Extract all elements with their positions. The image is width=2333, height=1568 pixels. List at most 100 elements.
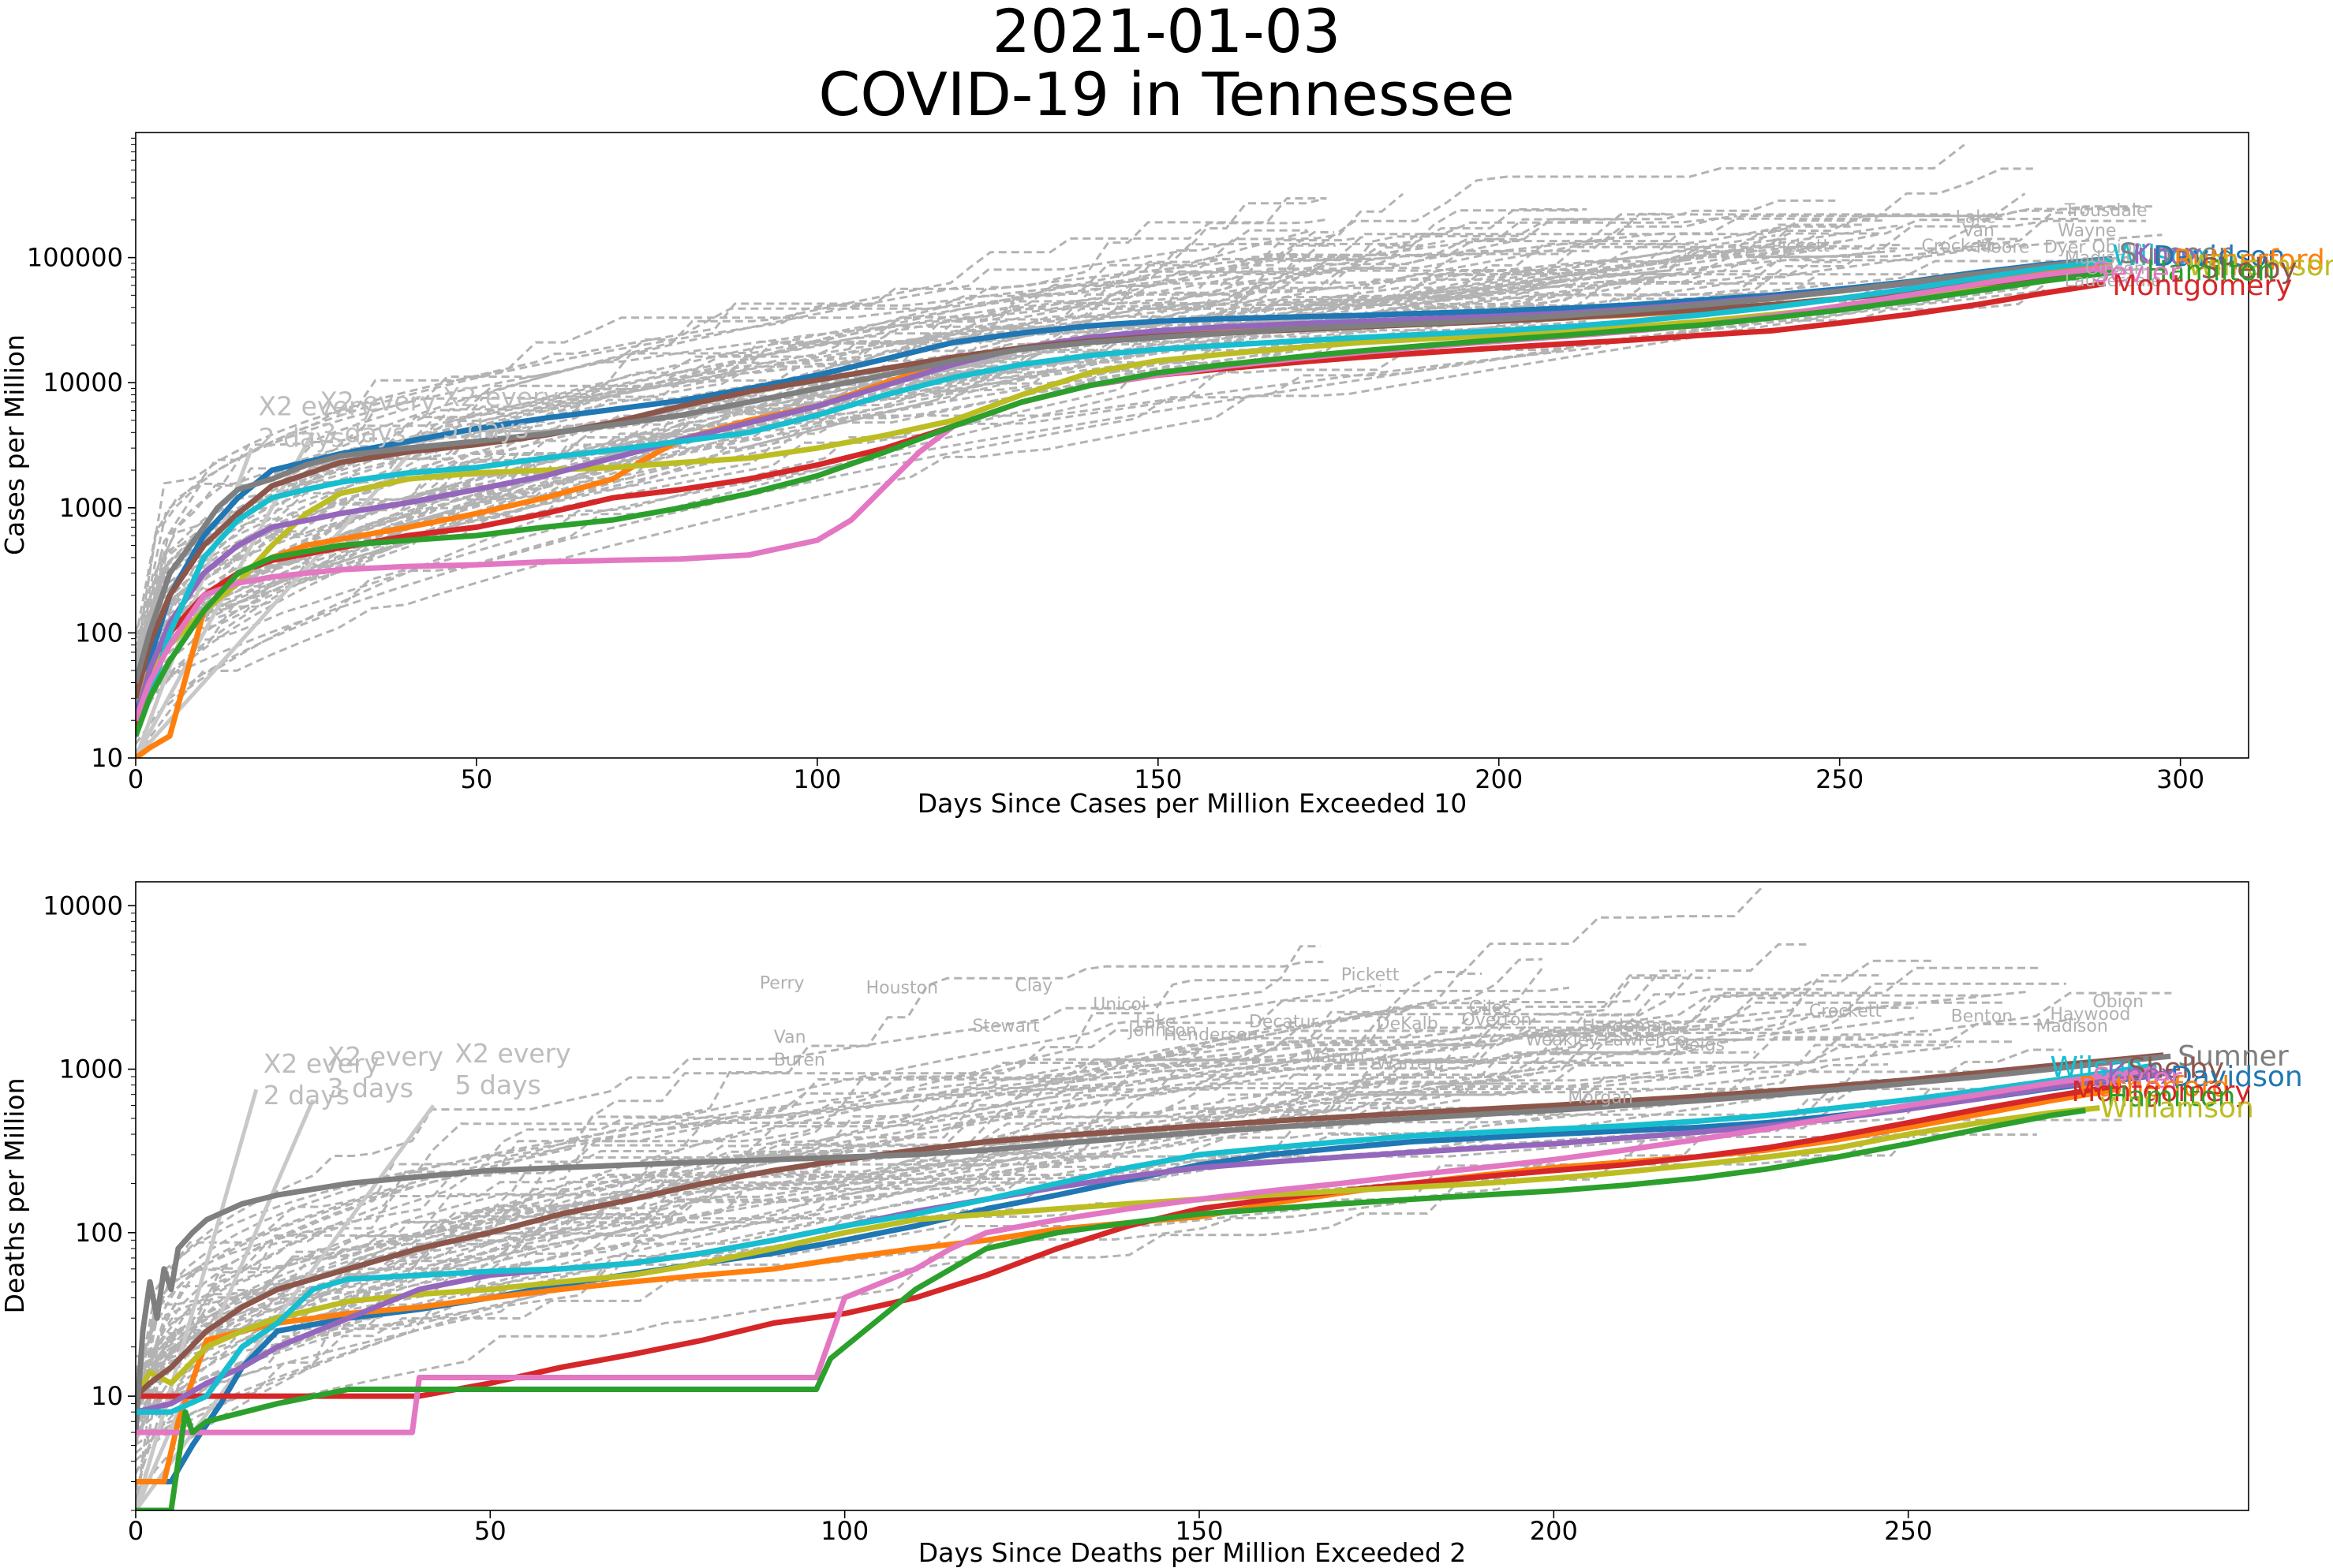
county-trace <box>136 192 2026 735</box>
doubling-label: X2 every 2 days <box>264 1048 379 1111</box>
doubling-label: X2 every 3 days <box>327 1041 443 1103</box>
county-trace <box>136 233 2163 689</box>
county-label: Trousdale <box>2064 201 2148 221</box>
county-trace <box>136 267 2160 758</box>
county-label: Stewart <box>972 1017 1040 1036</box>
series-line-sumner <box>136 1053 2171 1433</box>
series-end-label-knox: Knox <box>2107 1058 2177 1091</box>
county-label: Overton <box>1461 1010 1531 1030</box>
series-line-montgomery <box>136 1082 2122 1399</box>
county-label: Van <box>1962 222 1995 241</box>
county-label: Lawrence <box>1603 1030 1686 1050</box>
x-tick-label: 200 <box>1475 764 1523 794</box>
county-trace <box>136 1033 1932 1403</box>
series-end-label-sevier: Sevier <box>2092 257 2181 289</box>
county-trace <box>136 197 1326 663</box>
county-label: Johnson <box>1127 1021 1197 1040</box>
x-tick-label: 100 <box>793 764 841 794</box>
county-label: Perry <box>760 974 805 994</box>
county-label: Clay <box>1015 976 1052 996</box>
county-trace <box>136 961 1324 1379</box>
series-end-label-wilson: Wilson <box>2112 240 2205 272</box>
series-line-sevier <box>136 1066 2157 1435</box>
county-trace <box>136 984 1381 1415</box>
county-label: Marion <box>1306 1047 1365 1067</box>
series-end-label-wilson: Wilson <box>2050 1051 2143 1084</box>
series-line-davidson <box>136 1072 2157 1484</box>
series-end-label-williamson: Williamson <box>2099 1092 2254 1125</box>
county-trace <box>136 1048 1390 1447</box>
series-end-label-shelby: Shelby <box>2201 252 2297 285</box>
x-tick-label: 0 <box>128 764 144 794</box>
county-trace <box>136 887 1763 1389</box>
county-trace <box>136 991 2026 1417</box>
county-trace <box>136 1060 2077 1358</box>
county-trace <box>136 985 1812 1454</box>
county-trace <box>136 986 1570 1405</box>
county-label: Obion <box>2092 238 2143 258</box>
axes-frame <box>135 881 2249 1511</box>
county-label: Lake <box>1956 207 1996 227</box>
series-line-wilson <box>136 1062 2157 1415</box>
y-axis-label: Cases per Million <box>0 334 30 555</box>
county-trace <box>136 273 1322 726</box>
y-tick-label: 1000 <box>59 493 123 523</box>
county-label: Wayne <box>2058 222 2116 241</box>
county-trace <box>136 974 1681 1406</box>
county-trace <box>136 218 1329 670</box>
county-trace <box>136 1001 2006 1395</box>
y-tick-label: 10 <box>91 743 123 773</box>
county-trace <box>136 218 1622 632</box>
county-label: Pickett <box>1771 237 1830 256</box>
county-trace <box>136 144 1965 656</box>
x-tick-label: 150 <box>1134 764 1182 794</box>
y-tick-label: 100000 <box>27 243 123 273</box>
county-trace <box>136 215 1738 683</box>
county-label: Lake <box>1135 1013 1176 1032</box>
series-end-label-hamilton: Hamilton <box>2146 256 2275 288</box>
series-end-label-davidson: Davidson <box>2170 1061 2303 1093</box>
y-tick-label: 100 <box>75 1218 123 1248</box>
series-end-label-sumner: Sumner <box>2178 1040 2289 1073</box>
county-trace <box>136 1009 1500 1443</box>
series-end-label-hamilton: Hamilton <box>2107 1081 2235 1113</box>
y-tick-label: 100 <box>75 618 123 648</box>
plot-area <box>136 887 2172 1510</box>
county-trace <box>136 197 1327 668</box>
doubling-label: X2 every 5 days <box>443 382 559 444</box>
y-axis-label: Deaths per Million <box>0 1077 30 1313</box>
county-trace <box>136 959 1932 1436</box>
doubling-label: X2 every 3 days <box>320 386 436 448</box>
county-trace <box>136 278 2077 654</box>
county-label: Warren <box>1377 1055 1439 1074</box>
doubling-label: X2 every 2 days <box>258 390 374 453</box>
series-line-williamson <box>136 1105 2100 1398</box>
county-trace <box>136 1078 1927 1376</box>
series-end-label-davidson: Davidson <box>2153 241 2286 273</box>
county-label: Madison <box>2036 1017 2107 1036</box>
county-label: Gibson <box>2085 259 2145 278</box>
series-end-label-sevier: Sevier <box>2092 1062 2182 1095</box>
county-trace <box>136 945 1321 1402</box>
county-trace <box>136 974 1879 1412</box>
county-label: Henderson <box>1164 1025 1258 1045</box>
county-trace <box>136 199 1836 668</box>
county-label: Weakley <box>1525 1030 1598 1050</box>
y-tick-label: 10000 <box>43 368 123 398</box>
county-trace <box>136 1058 1311 1507</box>
series-end-label-williamson: Williamson <box>2187 250 2333 282</box>
y-tick-label: 10 <box>91 1381 123 1411</box>
y-tick-label: 1000 <box>59 1055 123 1085</box>
county-trace <box>136 1022 1507 1379</box>
county-label: Giles <box>1468 999 1511 1018</box>
county-label: Lauderdale <box>2065 271 2162 291</box>
y-tick-label: 10000 <box>43 890 123 920</box>
series-end-label-shelby: Shelby <box>2128 1053 2224 1085</box>
county-trace <box>136 218 2081 658</box>
plot-area <box>136 144 2163 758</box>
county-label: Dyer <box>2044 238 2086 258</box>
chart-title: COVID-19 in Tennessee <box>818 59 1515 129</box>
series-end-label-rutherford: Rutherford <box>2174 244 2325 276</box>
series-end-label-montgomery: Montgomery <box>2112 270 2292 302</box>
